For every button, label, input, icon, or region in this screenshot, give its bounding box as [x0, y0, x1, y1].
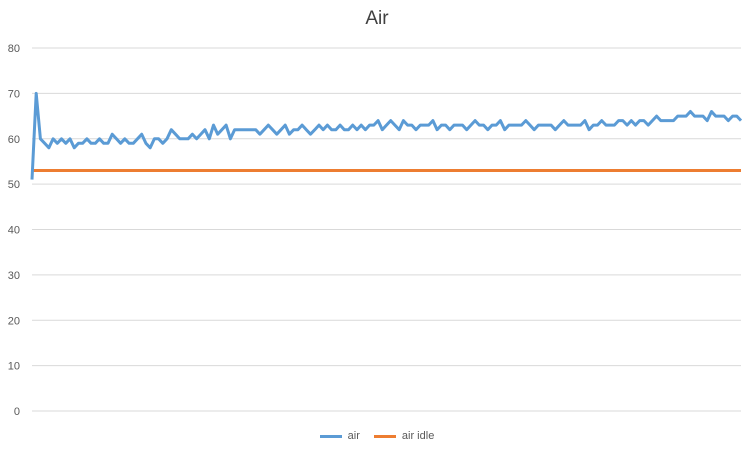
series-line-air — [30, 91, 743, 180]
y-tick-label-80: 80 — [8, 43, 20, 55]
legend-item-air-idle[interactable]: air idle — [373, 430, 435, 442]
y-tick-label-40: 40 — [8, 225, 20, 237]
gridlines — [32, 47, 741, 412]
series-lines — [30, 91, 743, 180]
y-tick-label-60: 60 — [8, 134, 20, 146]
y-tick-label-0: 0 — [14, 406, 20, 418]
legend-swatch-air — [319, 434, 342, 438]
y-tick-label-10: 10 — [8, 361, 20, 373]
y-tick-label-30: 30 — [8, 270, 20, 282]
legend-swatch-air-idle — [373, 434, 396, 438]
y-axis-ticks: 0 10 20 30 40 50 60 70 80 — [8, 43, 20, 418]
legend: air air idle — [0, 430, 754, 442]
legend-label-air: air — [347, 430, 360, 442]
legend-item-air[interactable]: air — [319, 430, 360, 442]
y-tick-label-50: 50 — [8, 179, 20, 191]
y-tick-label-70: 70 — [8, 88, 20, 100]
legend-label-air-idle: air idle — [401, 430, 435, 442]
chart-title: Air — [365, 8, 389, 29]
y-tick-label-20: 20 — [8, 315, 20, 327]
